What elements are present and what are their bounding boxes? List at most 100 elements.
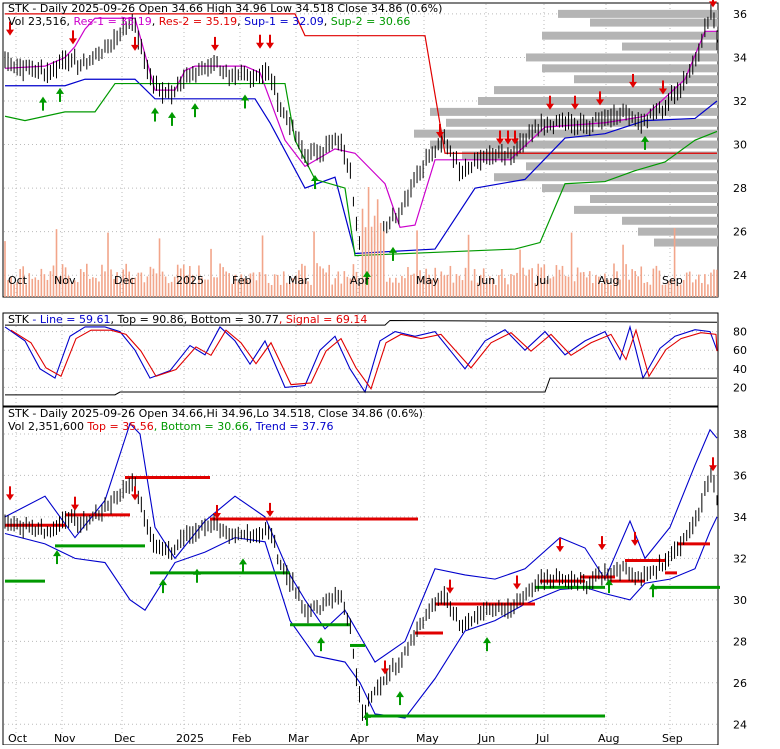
buy-arrow-head (483, 637, 491, 644)
x-tick-label: Mar (288, 732, 309, 745)
buy-arrow-head (39, 96, 47, 103)
y-tick-label: 60 (733, 344, 747, 357)
y-tick-label: 28 (733, 635, 747, 648)
sell-arrow-head (69, 38, 77, 45)
stat-volume: Vol 23,516 (8, 15, 66, 28)
trend-panel-title: STK - Daily 2025-09-26 Open 34.66,Hi 34.… (8, 407, 423, 420)
y-tick-label: 36 (733, 469, 747, 482)
buy-arrow-head (641, 135, 649, 142)
buy-arrow-head (317, 637, 325, 644)
y-tick-label: 40 (733, 363, 747, 376)
x-tick-label: Nov (54, 274, 76, 287)
sell-arrow-head (709, 1, 717, 8)
sell-arrow-head (596, 99, 604, 106)
volume-profile-bar (574, 75, 718, 84)
sell-arrow-head (211, 44, 219, 51)
y-tick-label: 26 (733, 677, 747, 690)
y-tick-label: 36 (733, 8, 747, 21)
sell-arrow-head (266, 510, 274, 517)
x-tick-label: Jul (535, 274, 549, 287)
volume-profile-bar (542, 31, 718, 40)
sell-arrow-head (631, 539, 639, 546)
trend-band-lower (4, 516, 718, 719)
y-tick-label: 32 (733, 95, 747, 108)
stoch-signal: , Signal = 69.14 (279, 313, 367, 326)
buy-arrow-head (56, 87, 64, 94)
stat-res2: Res-2 = 35.19 (159, 15, 237, 28)
stoch-signal (10, 328, 718, 390)
sell-arrow-head (598, 544, 606, 551)
volume-profile-bar (494, 86, 718, 95)
buy-arrow-head (241, 94, 249, 101)
trend-title-hi: ,Hi 34.96 (203, 407, 253, 420)
price-panel-title: STK - Daily 2025-09-26 Open 34.66 High 3… (8, 2, 442, 15)
x-tick-label: Jul (535, 732, 549, 745)
stoch-top: , Top = 90.86 (111, 313, 184, 326)
line-res-2 (5, 13, 717, 154)
sell-arrow-head (381, 668, 389, 675)
sell-arrow-head (556, 546, 564, 553)
buy-arrow-head (159, 579, 167, 586)
y-tick-label: 34 (733, 51, 747, 64)
x-tick-label: Feb (232, 732, 251, 745)
buy-arrow-head (363, 270, 371, 277)
x-tick-label: May (416, 274, 439, 287)
sell-arrow-head (436, 132, 444, 139)
volume-profile-bar (462, 151, 718, 160)
stoch-line (4, 324, 718, 394)
sell-arrow-head (131, 494, 139, 501)
stat-sup1: Sup-1 = 32.09 (244, 15, 324, 28)
buy-arrow-head (363, 711, 371, 718)
x-tick-label: Jun (477, 274, 495, 287)
volume-profile-bar (542, 184, 718, 193)
stoch-symbol: STK (8, 313, 30, 326)
sell-arrow-head (71, 504, 79, 511)
volume-profile-bar (414, 129, 718, 138)
y-tick-label: 32 (733, 552, 747, 565)
sell-arrow-head (213, 512, 221, 519)
sell-arrow-head (629, 81, 637, 88)
line-sup-1 (5, 78, 718, 255)
x-tick-label: May (416, 732, 439, 745)
volume-profile-bar (430, 107, 718, 116)
y-tick-label: 24 (733, 269, 747, 282)
volume-profile-bar (558, 9, 718, 18)
buy-arrow-head (389, 246, 397, 253)
line-sup-2 (4, 82, 718, 257)
title-symbol: STK (8, 2, 30, 15)
buy-arrow-head (193, 568, 201, 575)
sell-arrow-head (6, 29, 14, 36)
sell-arrow-head (546, 103, 554, 110)
y-tick-label: 26 (733, 226, 747, 239)
trend-title-symbol: STK (8, 407, 30, 420)
x-tick-label: Apr (350, 274, 370, 287)
x-tick-label: 2025 (176, 274, 204, 287)
x-tick-label: Aug (598, 732, 619, 745)
x-tick-label: Oct (8, 732, 28, 745)
buy-arrow-head (151, 107, 159, 114)
sell-arrow-head (659, 88, 667, 95)
sell-arrow-head (266, 42, 274, 49)
y-tick-label: 20 (733, 381, 747, 394)
sell-arrow-head (131, 44, 139, 51)
sell-arrow-head (496, 138, 504, 145)
trend-title-open: Open 34.66 (135, 407, 203, 420)
buy-arrow-head (191, 103, 199, 110)
x-tick-label: Dec (114, 274, 135, 287)
trend-panel-stats: Vol 2,351,600 Top = 35.56, Bottom = 30.6… (8, 420, 334, 433)
title-high: High 34.96 (203, 2, 267, 15)
x-tick-label: Jun (477, 732, 495, 745)
volume-profile-bar (542, 64, 718, 73)
sell-arrow-head (511, 138, 519, 145)
trend-stat-trend: , Trend = 37.76 (249, 420, 334, 433)
trend-stat-top: Top = 35.56 (84, 420, 154, 433)
y-tick-label: 28 (733, 182, 747, 195)
stoch-panel-title: STK - Line = 59.61, Top = 90.86, Bottom … (8, 313, 367, 326)
buy-arrow-head (649, 583, 657, 590)
volume-profile-bar (494, 173, 718, 182)
x-tick-label: Nov (54, 732, 76, 745)
volume-profile-bar (654, 238, 718, 247)
y-tick-label: 30 (733, 594, 747, 607)
buy-arrow-head (396, 691, 404, 698)
